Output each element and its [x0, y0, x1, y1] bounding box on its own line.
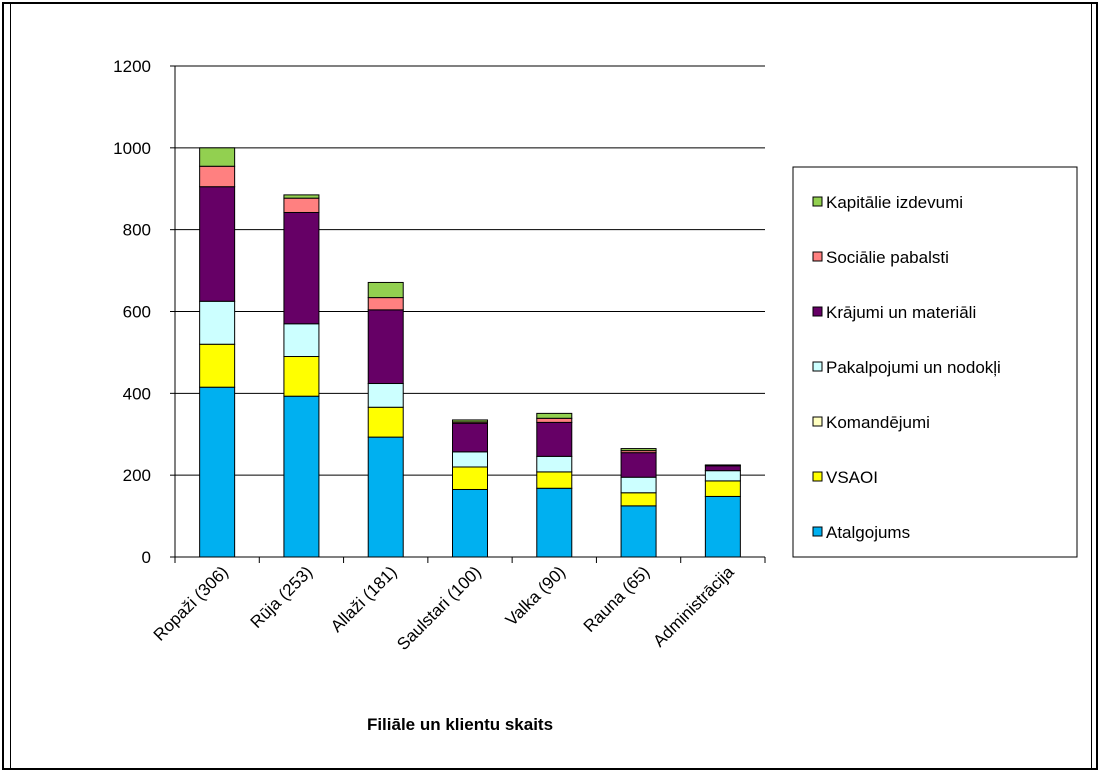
x-axis-title: Filiāle un klientu skaits: [367, 715, 553, 734]
bar-segment: [367, 383, 404, 408]
bar-segment: [199, 386, 236, 558]
legend-label: Kapitālie izdevumi: [826, 193, 963, 212]
legend-box: [792, 166, 1078, 558]
x-tick-label: Valka (90): [502, 562, 569, 629]
bar-segment: [199, 186, 236, 302]
legend-label: Krājumi un materiāli: [826, 303, 976, 322]
y-tick-label: 1200: [113, 57, 151, 76]
y-tick-label: 800: [123, 221, 151, 240]
bar-segment: [452, 419, 488, 423]
y-tick-label: 600: [123, 303, 151, 322]
bar-segment: [283, 323, 320, 358]
bar-segment: [367, 406, 404, 438]
bar-segment: [620, 452, 657, 478]
bar-segment: [199, 343, 236, 388]
bar-segment: [704, 495, 741, 558]
legend-label: Atalgojums: [826, 523, 910, 542]
bar-segment: [283, 356, 320, 397]
bar-segment: [536, 455, 573, 473]
legend: Kapitālie izdevumi Sociālie pabalsti Krāju…: [792, 166, 1078, 558]
bar-segment: [199, 165, 236, 188]
legend-swatch: [812, 251, 823, 262]
x-tick-label: Administrācija: [649, 562, 738, 651]
bar-segment: [452, 422, 488, 453]
legend-label: Komandējumi: [826, 413, 930, 432]
y-tick-label: 1000: [113, 139, 151, 158]
bar-segment: [367, 281, 404, 299]
bar-segment: [283, 211, 320, 325]
legend-swatch: [812, 196, 823, 207]
legend-swatch: [812, 306, 823, 317]
legend-swatch: [812, 361, 823, 372]
axes: [174, 66, 766, 563]
bar-segment: [536, 412, 573, 419]
y-axis-ticks: 0 200 400 600 800 1000 1200: [113, 57, 175, 567]
y-tick-label: 400: [123, 384, 151, 403]
bar-segment: [704, 465, 741, 472]
bar-segment: [620, 448, 657, 452]
bar-segment: [704, 470, 741, 482]
bar-segment: [704, 480, 741, 497]
bar-segment: [452, 488, 488, 558]
bar-segment: [199, 300, 236, 345]
x-tick-label: Allaži (181): [327, 562, 401, 636]
legend-swatch: [812, 416, 823, 427]
x-tick-label: Rūja (253): [247, 562, 317, 632]
bars: [199, 147, 741, 558]
legend-swatch: [812, 471, 823, 482]
bar-segment: [283, 197, 320, 213]
y-tick-label: 0: [142, 548, 151, 567]
legend-label: VSAOI: [826, 468, 878, 487]
bar-segment: [536, 421, 573, 457]
bar-segment: [452, 466, 488, 490]
bar-segment: [367, 436, 404, 558]
bar-segment: [704, 464, 741, 467]
bar-segment: [620, 476, 657, 494]
bar-segment: [536, 471, 573, 489]
bar-segment: [452, 451, 488, 468]
bar-segment: [199, 147, 236, 167]
legend-swatch: [812, 526, 823, 537]
chart-frame-inner: [10, 4, 1092, 768]
y-tick-label: 200: [123, 466, 151, 485]
x-tick-label: Saulstari (100): [393, 562, 485, 654]
bar-segment: [536, 417, 573, 423]
x-axis-labels: Ropaži (306) Rūja (253) Allaži (181)Saulst…: [150, 562, 738, 654]
bar-segment: [367, 297, 404, 311]
bar-segment: [367, 309, 404, 385]
legend-label: Pakalpojumi un nodokļi: [826, 358, 1001, 377]
legend-label: Sociālie pabalsti: [826, 248, 949, 267]
bar-segment: [536, 487, 573, 558]
bar-segment: [283, 194, 320, 199]
bar-segment: [620, 492, 657, 507]
bar-segment: [283, 395, 320, 558]
x-tick-label: Ropaži (306): [150, 562, 232, 644]
bar-segment: [620, 505, 657, 558]
x-tick-label: Rauna (65): [580, 562, 654, 636]
